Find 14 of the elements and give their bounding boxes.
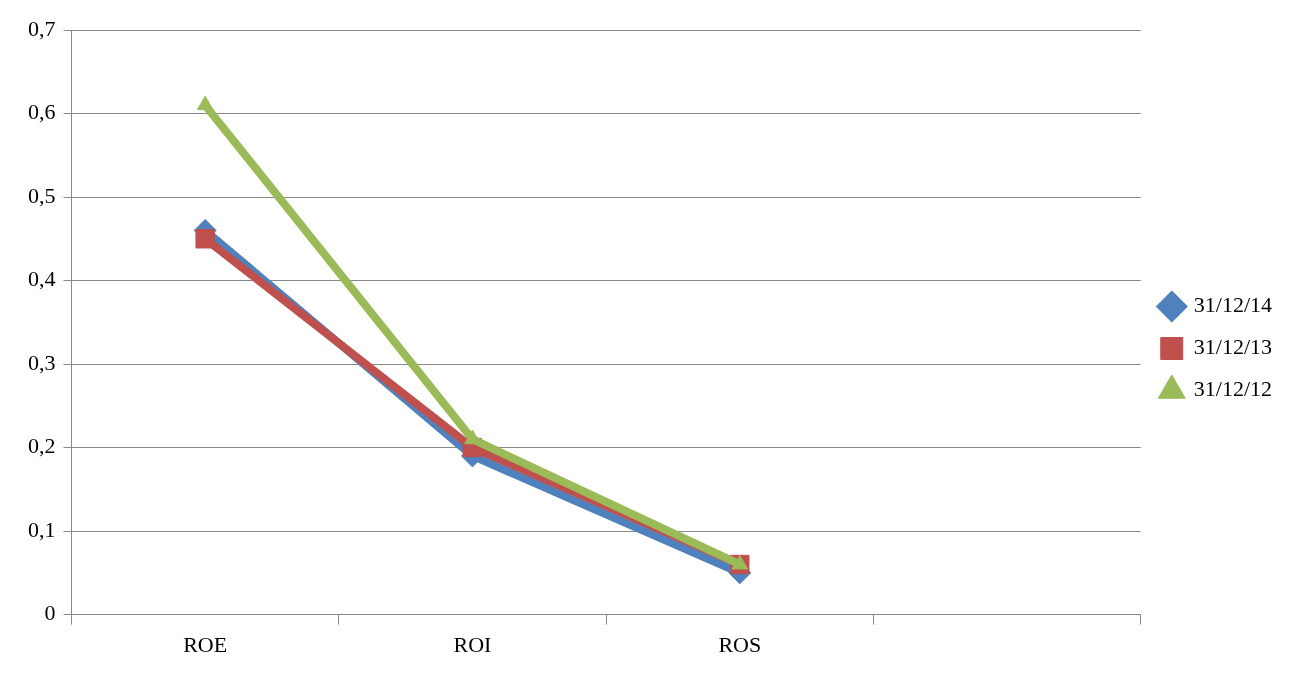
y-tick-label: 0,2 — [28, 433, 56, 459]
x-tick-label: ROS — [718, 631, 762, 657]
y-tick-label: 0,3 — [28, 349, 56, 375]
y-tick-label: 0,4 — [28, 266, 56, 292]
y-tick-label: 0,7 — [28, 15, 56, 41]
y-tick-label: 0,5 — [28, 182, 56, 208]
y-tick-label: 0 — [44, 600, 56, 626]
y-tick-label: 0,1 — [28, 516, 56, 542]
x-tick-label: ROE — [183, 631, 228, 657]
y-tick-label: 0,6 — [28, 99, 56, 125]
legend-label: 31/12/13 — [1193, 334, 1273, 360]
legend-label: 31/12/12 — [1193, 376, 1273, 402]
x-tick-label: ROI — [453, 631, 492, 657]
legend-label: 31/12/14 — [1193, 292, 1273, 318]
